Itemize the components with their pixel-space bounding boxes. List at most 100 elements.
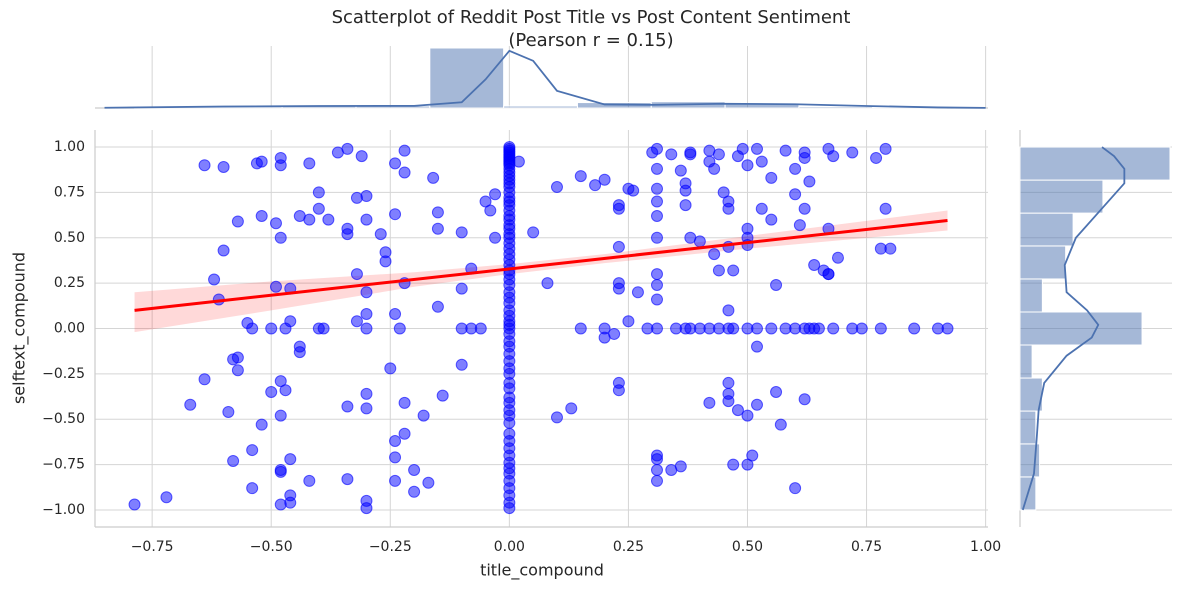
scatter-point: [627, 184, 640, 197]
scatter-point: [360, 213, 373, 226]
scatter-point: [650, 142, 663, 155]
scatter-point: [398, 166, 411, 179]
y-tick-label: −0.75: [42, 457, 85, 473]
scatter-point: [312, 186, 325, 199]
scatter-point: [374, 228, 387, 241]
scatter-point: [341, 142, 354, 155]
scatter-point: [565, 402, 578, 415]
scatter-point: [855, 322, 868, 335]
top-histogram-bar: [503, 105, 578, 109]
x-tick-label: −0.50: [250, 539, 293, 555]
scatter-point: [512, 155, 525, 168]
scatter-point: [303, 157, 316, 170]
scatter-point: [712, 148, 725, 161]
right-histogram-bar: [1019, 344, 1033, 379]
scatter-point: [770, 278, 783, 291]
scatter-point: [631, 286, 644, 299]
scatter-point: [231, 351, 244, 364]
scatter-point: [879, 202, 892, 215]
scatter-point: [208, 273, 221, 286]
scatter-point: [279, 384, 292, 397]
right-histogram-bar: [1019, 146, 1171, 181]
scatter-point: [879, 142, 892, 155]
x-tick-label: 0.50: [732, 539, 763, 555]
y-tick-label: 0.25: [54, 275, 85, 291]
scatter-point: [284, 496, 297, 509]
scatter-point: [822, 268, 835, 281]
scatter-point: [341, 473, 354, 486]
scatter-point: [427, 171, 440, 184]
x-tick-label: 0.00: [494, 539, 525, 555]
scatter-point: [679, 199, 692, 212]
scatter-point: [550, 180, 563, 193]
scatter-point: [755, 202, 768, 215]
scatter-point: [703, 396, 716, 409]
scatter-point: [574, 322, 587, 335]
scatter-point: [128, 498, 141, 511]
scatter-point: [798, 202, 811, 215]
scatter-point: [274, 409, 287, 422]
scatter-point: [746, 449, 759, 462]
scatter-point: [693, 235, 706, 248]
scatter-point: [708, 248, 721, 261]
scatter-point: [755, 155, 768, 168]
scatter-point: [827, 150, 840, 163]
scatter-point: [503, 416, 516, 429]
scatter-point: [808, 258, 821, 271]
scatter-point: [503, 502, 516, 515]
scatter-point: [846, 146, 859, 159]
x-tick-label: −0.75: [131, 539, 174, 555]
scatter-point: [312, 202, 325, 215]
scatter-point: [360, 307, 373, 320]
scatter-point: [765, 171, 778, 184]
scatter-point: [765, 322, 778, 335]
scatter-point: [379, 255, 392, 268]
scatter-point: [255, 210, 268, 223]
scatter-point: [350, 315, 363, 328]
scatter-point: [389, 451, 402, 464]
scatter-point: [708, 162, 721, 175]
scatter-point: [650, 162, 663, 175]
scatter-point: [360, 502, 373, 515]
scatter-point: [770, 386, 783, 399]
scatter-point: [303, 474, 316, 487]
scatter-point: [384, 362, 397, 375]
scatter-point: [650, 278, 663, 291]
scatter-point: [751, 398, 764, 411]
y-tick-label: 0.50: [54, 230, 85, 246]
x-tick-label: 0.75: [851, 539, 882, 555]
scatter-point: [489, 188, 502, 201]
scatter-point: [231, 215, 244, 228]
scatter-point: [741, 409, 754, 422]
scatter-point: [941, 322, 954, 335]
scatter-point: [350, 268, 363, 281]
scatter-point: [798, 393, 811, 406]
scatter-point: [727, 322, 740, 335]
scatter-point: [541, 277, 554, 290]
scatter-point: [679, 184, 692, 197]
chart-subtitle: (Pearson r = 0.15): [508, 30, 673, 51]
scatter-point: [574, 170, 587, 183]
scatter-point: [198, 159, 211, 172]
scatter-point: [389, 474, 402, 487]
scatter-point: [408, 464, 421, 477]
scatter-point: [431, 206, 444, 219]
x-tick-label: 0.25: [613, 539, 644, 555]
scatter-point: [222, 405, 235, 418]
scatter-point: [246, 482, 259, 495]
y-tick-label: −1.00: [42, 502, 85, 518]
scatter-point: [727, 264, 740, 277]
top-histogram-bar: [798, 106, 874, 109]
y-tick-label: −0.50: [42, 411, 85, 427]
scatter-point: [455, 282, 468, 295]
scatter-point: [665, 148, 678, 161]
scatter-point: [398, 427, 411, 440]
scatter-point: [798, 151, 811, 164]
top-histogram-bar: [429, 47, 505, 109]
scatter-point: [360, 402, 373, 415]
scatter-point: [484, 204, 497, 217]
scatter-point: [246, 322, 259, 335]
scatter-point: [431, 300, 444, 313]
scatter-point: [160, 491, 173, 504]
